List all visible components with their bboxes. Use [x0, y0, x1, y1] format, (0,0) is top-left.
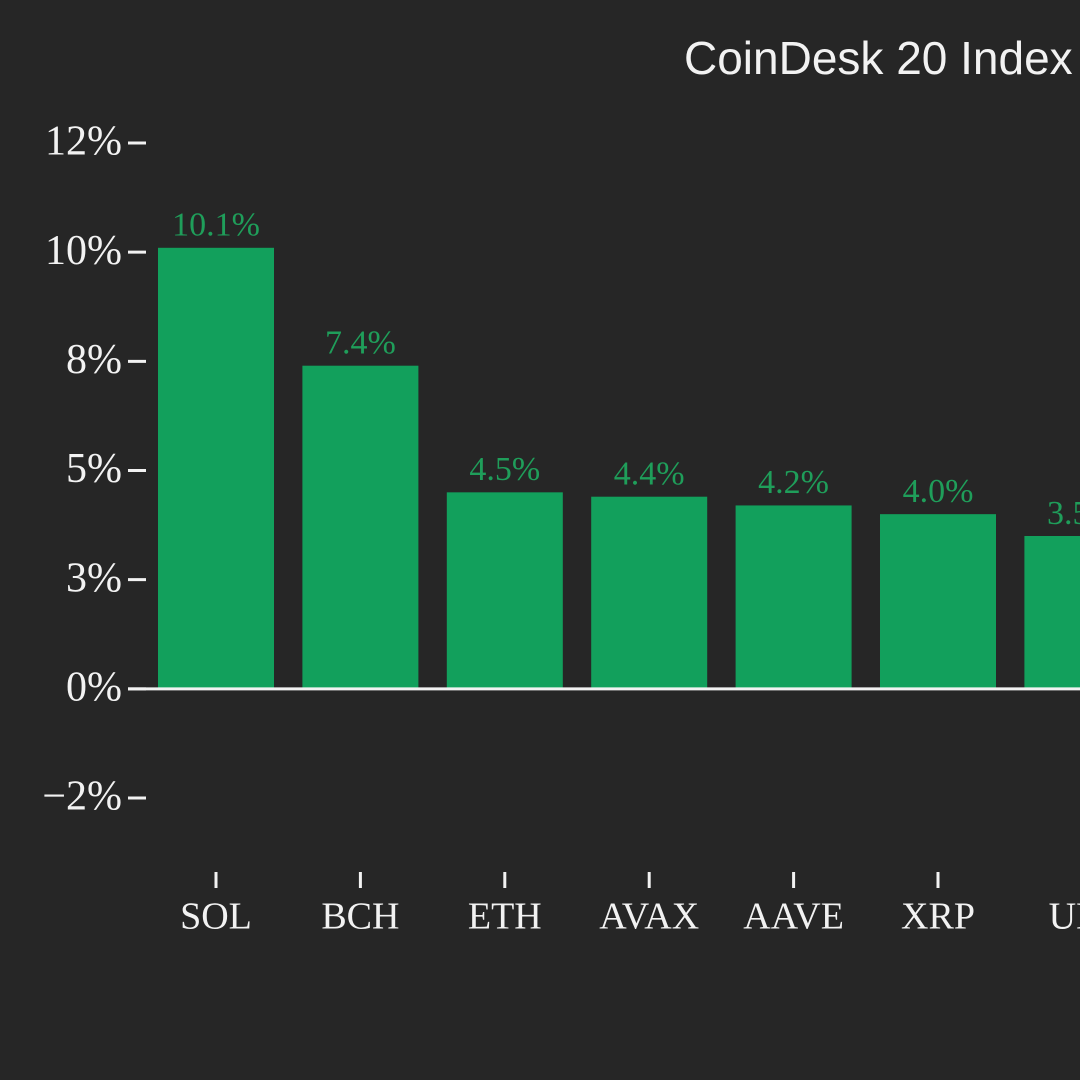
x-tick-label: XRP	[901, 896, 975, 938]
x-tick-label: AVAX	[599, 896, 699, 938]
y-tick-label: 0%	[66, 664, 122, 710]
bar	[735, 505, 852, 689]
value-label: 4.2%	[758, 464, 829, 501]
y-tick-label: 12%	[45, 119, 122, 165]
bar	[446, 492, 563, 689]
x-tick-label: ETH	[468, 896, 542, 938]
bar	[1024, 536, 1080, 689]
x-tick-label: BCH	[321, 896, 399, 938]
value-label: 4.0%	[903, 473, 974, 510]
chart-title: CoinDesk 20 Index	[684, 32, 1073, 84]
value-label: 7.4%	[325, 324, 396, 361]
y-tick-label: −2%	[42, 774, 122, 820]
bar	[158, 247, 274, 689]
bar	[591, 496, 708, 689]
x-tick-label: AAVE	[743, 896, 844, 938]
y-tick-label: 5%	[66, 446, 122, 492]
bar	[880, 514, 996, 689]
y-tick-label: 3%	[66, 555, 122, 601]
value-label: 3.5%	[1047, 495, 1080, 532]
bar	[302, 365, 419, 689]
x-tick-label: SOL	[180, 896, 252, 938]
value-label: 10.1%	[172, 207, 260, 244]
x-tick-label: UNI	[1049, 896, 1080, 938]
y-tick-label: 8%	[66, 337, 122, 383]
value-label: 4.4%	[614, 455, 685, 492]
y-tick-label: 10%	[45, 228, 122, 274]
value-label: 4.5%	[469, 451, 540, 488]
